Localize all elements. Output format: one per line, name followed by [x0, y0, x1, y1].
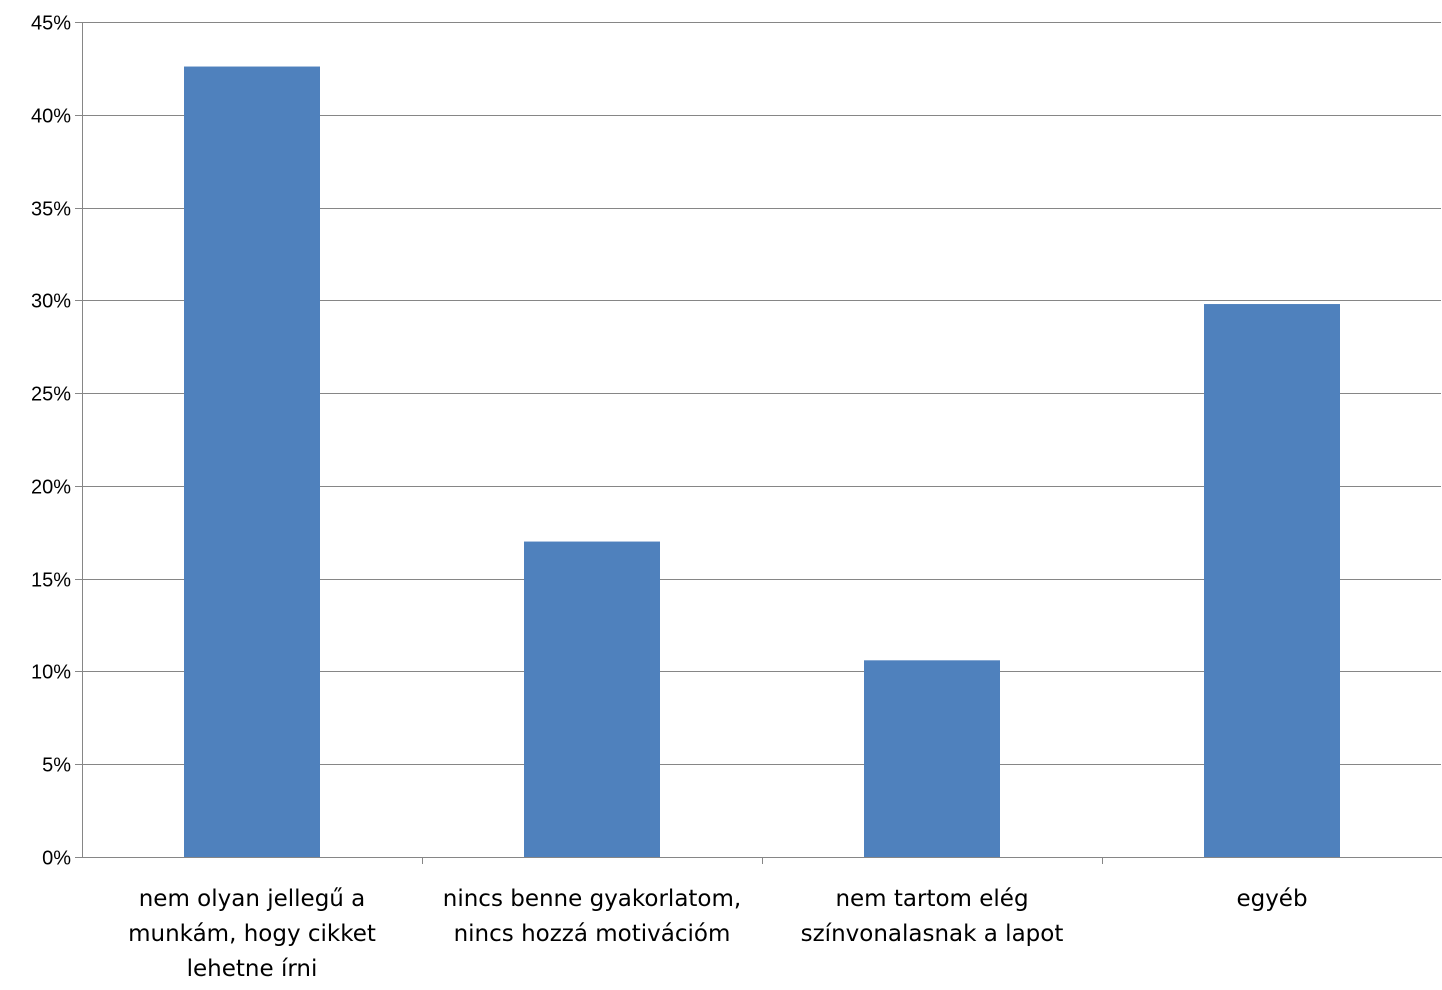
y-tick-label: 45% — [31, 13, 71, 35]
x-category-label-line: lehetne írni — [187, 956, 318, 982]
x-category-label-line: nincs benne gyakorlatom, — [443, 886, 741, 912]
x-category-label: egyéb — [1236, 886, 1307, 912]
bar — [1204, 304, 1340, 857]
y-tick-label: 20% — [31, 477, 71, 499]
y-tick-label: 35% — [31, 199, 71, 221]
x-category-label-line: nincs hozzá motivációm — [454, 921, 731, 947]
y-tick-label: 40% — [31, 106, 71, 128]
x-category-label-line: nem tartom elég — [835, 886, 1028, 912]
y-tick-label: 15% — [31, 570, 71, 592]
y-tick-label: 10% — [31, 662, 71, 684]
bar — [524, 541, 660, 857]
x-category-label-line: színvonalasnak a lapot — [801, 921, 1064, 947]
x-category-label: nem tartom elég színvonalasnak a lapot — [801, 886, 1064, 947]
y-tick-label: 0% — [42, 848, 71, 870]
bar — [184, 66, 320, 858]
x-category-label-line: nem olyan jellegű a — [139, 886, 366, 912]
x-category-label-line: munkám, hogy cikket — [128, 921, 376, 947]
y-tick-label: 30% — [31, 291, 71, 313]
x-category-label-line: egyéb — [1236, 886, 1307, 912]
y-tick-label: 5% — [42, 755, 71, 777]
labels: 0% 5% 10% 15% 20% 25% 30% 35% 40% 45% nem olyan je… — [31, 13, 1308, 983]
axes — [75, 22, 1442, 864]
y-tick-label: 25% — [31, 384, 71, 406]
x-category-label: nincs benne gyakorlatom, nincs hozzá moti… — [443, 886, 741, 947]
bar — [864, 660, 1000, 857]
bars — [184, 66, 1340, 858]
x-category-label: nem olyan jellegű a munkám, hogy cikket le… — [128, 886, 376, 982]
